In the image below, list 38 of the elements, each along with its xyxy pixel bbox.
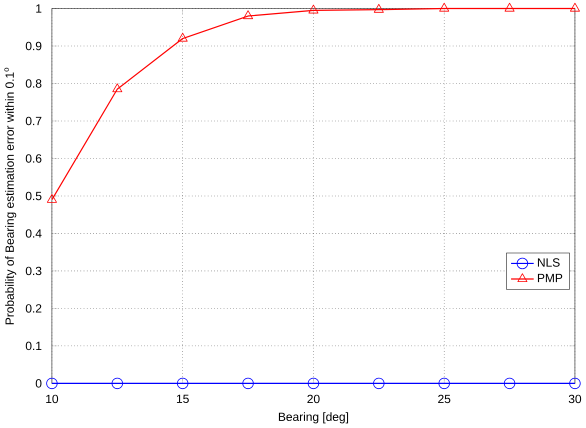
point	[112, 378, 123, 390]
y-tick-label: 0	[36, 379, 42, 388]
x-tick-label: 25	[438, 394, 450, 404]
y-tick-label: 0.2	[26, 304, 42, 313]
y-tick-label: 0.8	[26, 79, 42, 88]
point	[308, 4, 318, 14]
y-tick-label: 0.6	[26, 154, 42, 163]
point	[374, 4, 384, 13]
point	[504, 2, 515, 12]
y-tick-label: 0.5	[26, 192, 42, 200]
point	[308, 378, 320, 390]
point	[178, 32, 188, 42]
point	[373, 378, 385, 390]
y-tick-label: 1	[36, 4, 42, 13]
point	[570, 2, 580, 12]
legend-label: NLS	[538, 258, 560, 267]
y-axis-title: Probability of Bearing estimation error within 0.1$^{o}$	[4, 68, 16, 324]
point	[569, 378, 581, 390]
y-tick-label: 0.9	[26, 42, 42, 50]
x-tick-label: 20	[307, 394, 320, 404]
point	[176, 378, 188, 390]
point	[504, 378, 516, 390]
y-tick-label: 0.7	[26, 116, 42, 126]
x-tick-label: 15	[176, 394, 189, 404]
legend-label: PMP	[538, 274, 562, 282]
point	[439, 2, 450, 12]
point	[243, 10, 254, 20]
point	[46, 194, 57, 203]
x-axis-title: Bearing [deg]	[278, 412, 348, 424]
point	[242, 378, 254, 390]
y-tick-label: 0.3	[26, 266, 42, 276]
point	[112, 84, 122, 92]
y-tick-label: 0.4	[26, 229, 42, 238]
x-tick-label: 10	[46, 394, 58, 404]
point	[438, 378, 450, 390]
y-tick-label: 0.1	[26, 342, 42, 350]
x-tick-label: 30	[568, 394, 582, 404]
point	[46, 378, 58, 390]
